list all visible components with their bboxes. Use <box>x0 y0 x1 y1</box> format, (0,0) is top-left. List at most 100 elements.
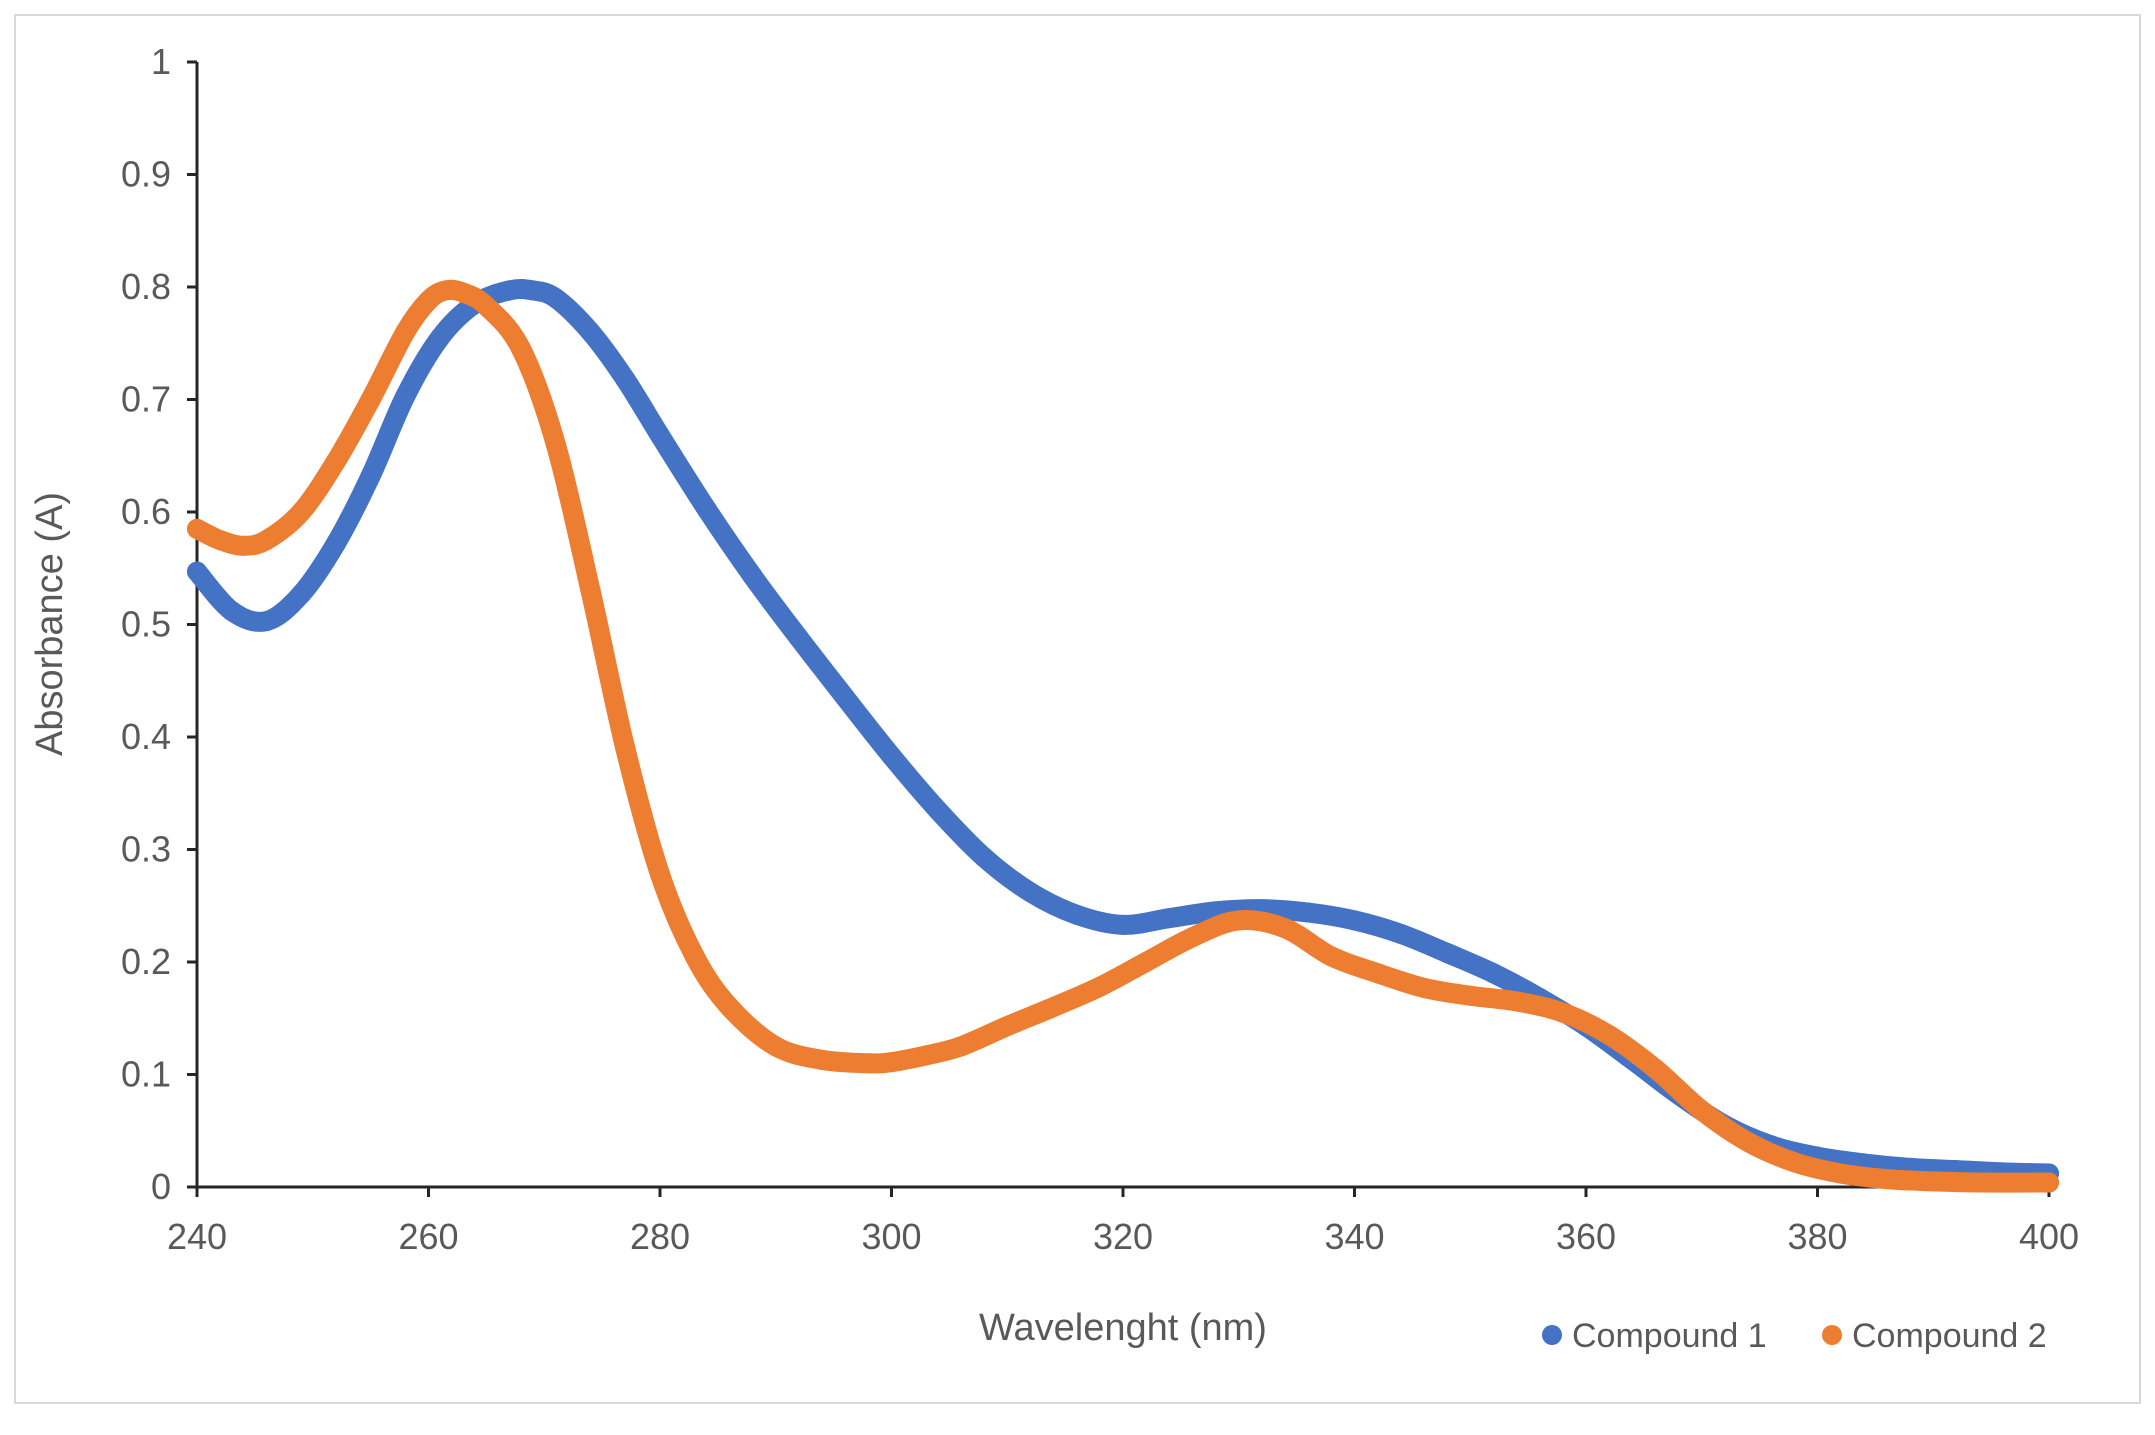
data-point-compound-2[interactable] <box>812 1049 833 1070</box>
y-tick-label: 0.6 <box>121 491 171 532</box>
data-point-compound-2[interactable] <box>1506 991 1527 1012</box>
y-tick-label: 0.8 <box>121 266 171 307</box>
y-tick-label: 0.5 <box>121 604 171 645</box>
data-point-compound-1[interactable] <box>325 533 346 554</box>
data-point-compound-2[interactable] <box>650 864 670 885</box>
data-point-compound-2[interactable] <box>1784 1152 1805 1173</box>
data-point-compound-2[interactable] <box>1923 1171 1944 1192</box>
data-point-compound-2[interactable] <box>1228 910 1249 931</box>
data-point-compound-1[interactable] <box>1298 902 1319 923</box>
x-ticks: 240 260 280 300 320 340 360 380 400 <box>167 1187 2079 1257</box>
data-point-compound-2[interactable] <box>1830 1163 1851 1184</box>
data-point-compound-2[interactable] <box>765 1036 786 1057</box>
data-point-compound-2[interactable] <box>2039 1172 2059 1193</box>
x-tick-label: 260 <box>398 1216 458 1257</box>
data-point-compound-2[interactable] <box>233 535 254 556</box>
axes <box>195 62 2049 1189</box>
data-point-compound-2[interactable] <box>1460 985 1481 1006</box>
data-point-compound-2[interactable] <box>881 1052 902 1073</box>
data-point-compound-1[interactable] <box>974 847 995 868</box>
data-point-compound-1[interactable] <box>522 280 543 301</box>
data-point-compound-1[interactable] <box>881 746 902 767</box>
data-point-compound-1[interactable] <box>360 466 381 486</box>
data-point-compound-2[interactable] <box>1367 963 1388 984</box>
data-point-compound-2[interactable] <box>1043 997 1064 1017</box>
data-point-compound-1[interactable] <box>1344 910 1365 931</box>
data-point-compound-2[interactable] <box>325 451 346 472</box>
y-tick-label: 0.4 <box>121 716 171 757</box>
data-point-compound-1[interactable] <box>835 687 856 708</box>
data-point-compound-1[interactable] <box>187 561 207 582</box>
data-point-compound-2[interactable] <box>1876 1169 1897 1190</box>
data-point-compound-2[interactable] <box>1552 1002 1573 1023</box>
data-point-compound-2[interactable] <box>511 338 532 359</box>
data-point-compound-2[interactable] <box>1599 1025 1620 1046</box>
data-point-compound-1[interactable] <box>430 327 451 348</box>
data-point-compound-2[interactable] <box>719 997 740 1017</box>
data-point-compound-2[interactable] <box>291 502 312 522</box>
data-point-compound-1[interactable] <box>696 498 717 519</box>
data-point-compound-1[interactable] <box>256 611 277 632</box>
data-point-compound-1[interactable] <box>1390 923 1411 944</box>
data-point-compound-1[interactable] <box>650 425 670 446</box>
data-point-compound-2[interactable] <box>1089 976 1110 997</box>
data-point-compound-2[interactable] <box>1969 1172 1990 1193</box>
data-point-compound-1[interactable] <box>1113 914 1133 935</box>
data-point-compound-2[interactable] <box>950 1036 971 1057</box>
data-point-compound-1[interactable] <box>395 386 416 407</box>
data-point-compound-2[interactable] <box>1136 952 1157 972</box>
data-point-compound-1[interactable] <box>499 280 520 301</box>
legend-marker-compound-2 <box>1822 1325 1842 1345</box>
data-point-compound-2[interactable] <box>1413 977 1434 998</box>
data-point-compound-2[interactable] <box>1691 1100 1712 1121</box>
data-point-compound-2[interactable] <box>395 322 416 342</box>
x-tick-label: 360 <box>1556 1216 1616 1257</box>
data-point-compound-1[interactable] <box>580 322 601 342</box>
y-tick-label: 0.1 <box>121 1054 171 1095</box>
series-layer <box>187 279 2059 1193</box>
y-tick-label: 0.7 <box>121 379 171 420</box>
data-point-compound-1[interactable] <box>927 800 948 821</box>
legend-item-compound-1[interactable]: Compound 1 <box>1542 1317 1767 1355</box>
data-point-compound-2[interactable] <box>684 946 705 967</box>
data-point-compound-2[interactable] <box>256 530 277 551</box>
y-ticks: 0 0.1 0.2 0.3 0.4 0.5 0.6 0.7 0.8 0.9 1 <box>121 41 197 1207</box>
data-point-compound-2[interactable] <box>1275 918 1296 939</box>
data-point-compound-1[interactable] <box>1020 882 1041 903</box>
data-point-compound-1[interactable] <box>291 584 312 605</box>
data-point-compound-2[interactable] <box>580 580 601 601</box>
data-point-compound-1[interactable] <box>1483 963 1504 984</box>
data-point-compound-2[interactable] <box>360 389 381 410</box>
data-point-compound-2[interactable] <box>435 280 456 301</box>
data-point-compound-2[interactable] <box>418 290 439 311</box>
data-point-compound-2[interactable] <box>1182 927 1203 948</box>
data-point-compound-2[interactable] <box>453 282 474 303</box>
data-point-compound-2[interactable] <box>916 1045 937 1066</box>
x-tick-label: 240 <box>167 1216 227 1257</box>
data-point-compound-2[interactable] <box>476 296 497 317</box>
data-point-compound-2[interactable] <box>615 738 636 759</box>
data-point-compound-2[interactable] <box>1738 1132 1759 1152</box>
data-point-compound-1[interactable] <box>742 566 763 587</box>
data-point-compound-1[interactable] <box>788 628 809 648</box>
data-point-compound-1[interactable] <box>1437 943 1458 963</box>
x-tick-label: 320 <box>1093 1216 1153 1257</box>
data-point-compound-2[interactable] <box>1321 946 1342 967</box>
data-point-compound-1[interactable] <box>545 288 566 309</box>
data-point-compound-1[interactable] <box>1159 908 1180 929</box>
data-point-compound-2[interactable] <box>187 518 207 539</box>
data-point-compound-2[interactable] <box>210 530 231 551</box>
series-line-compound-2 <box>187 279 2059 1193</box>
series-points-compound-1 <box>187 280 2059 1184</box>
data-point-compound-1[interactable] <box>615 369 636 390</box>
series-points-compound-2 <box>187 280 2059 1193</box>
data-point-compound-1[interactable] <box>221 601 242 621</box>
data-point-compound-2[interactable] <box>858 1053 879 1074</box>
data-point-compound-1[interactable] <box>1066 904 1087 925</box>
y-axis-title: Absorbance (A) <box>29 492 71 756</box>
legend-item-compound-2[interactable]: Compound 2 <box>1822 1317 2047 1355</box>
series-line-compound-1 <box>187 279 2059 1184</box>
data-point-compound-2[interactable] <box>1645 1058 1666 1079</box>
data-point-compound-2[interactable] <box>997 1016 1018 1037</box>
data-point-compound-2[interactable] <box>545 434 566 455</box>
